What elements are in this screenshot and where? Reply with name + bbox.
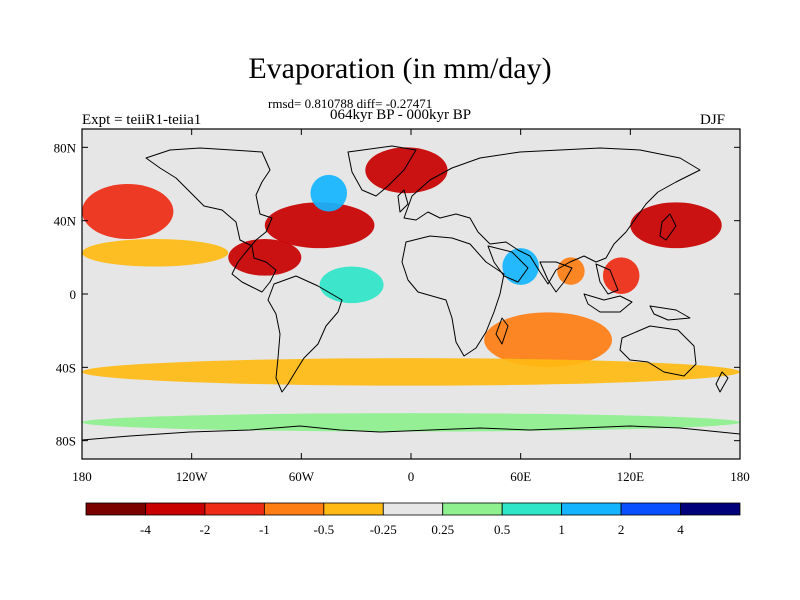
colorbar-swatch	[501, 502, 563, 516]
coastline-southeast-asia	[595, 263, 619, 295]
field-region-labrador-sea	[310, 174, 348, 212]
colorbar-swatch	[85, 502, 146, 516]
colorbar-swatch	[442, 502, 503, 516]
coastline-antarctica	[82, 425, 740, 441]
coastline-uk	[397, 189, 409, 213]
field-region-arabian-sea	[502, 248, 539, 285]
coastline-north-america	[145, 147, 277, 293]
coastline-europe-asia	[403, 147, 701, 285]
field-region-north-atlantic-gulf-stream	[264, 202, 375, 249]
coastlines	[82, 145, 740, 441]
coastline-africa	[401, 235, 505, 357]
coastline-new-zealand	[715, 371, 729, 393]
x-axis: 180 120W 60W 0 60E 120E 180	[72, 129, 750, 484]
y-axis: 80N 40N 0 40S 80S	[54, 140, 740, 449]
colorbar-swatch	[323, 502, 384, 516]
colorbar: -4 -2 -1 -0.5 -0.25 0.25 0.5 1 2 4	[85, 502, 741, 537]
x-tick-label: 120E	[617, 469, 645, 484]
y-tick-label: 0	[70, 287, 77, 302]
period-line: 064kyr BP - 000kyr BP	[330, 107, 472, 123]
colorbar-label: -2	[199, 522, 210, 537]
colorbar-swatch	[680, 502, 741, 516]
colorbar-swatch	[382, 502, 444, 516]
coastline-australia	[619, 325, 697, 377]
coastline-greenland	[347, 145, 417, 197]
coastline-madagascar	[495, 317, 509, 345]
x-tick-label: 120W	[176, 469, 209, 484]
colorbar-swatch	[145, 502, 206, 516]
colorbar-label: -0.25	[370, 522, 397, 537]
field-region-bay-of-bengal	[557, 257, 585, 285]
y-tick-label: 80S	[56, 434, 76, 449]
colorbar-label: -0.5	[314, 522, 335, 537]
coastline-borneo-sumatra	[583, 293, 633, 313]
anomaly-field	[82, 147, 740, 432]
colorbar-label: 0.5	[494, 522, 510, 537]
coastline-arabia	[487, 245, 529, 283]
x-tick-label: 60W	[289, 469, 315, 484]
coastline-indian-subcontinent	[539, 261, 573, 293]
field-region-southern-ocean-band	[82, 358, 740, 386]
colorbar-swatch	[204, 502, 265, 516]
colorbar-label: -4	[140, 522, 151, 537]
field-region-greenland-nordic-seas	[365, 147, 448, 194]
map-title: Evaporation (in mm/day)	[248, 52, 552, 85]
colorbar-label: 0.25	[431, 522, 454, 537]
x-tick-label: 0	[408, 469, 415, 484]
x-tick-label: 180	[730, 469, 750, 484]
colorbar-swatch	[263, 502, 325, 516]
season-label: DJF	[700, 112, 726, 128]
colorbar-label: 1	[558, 522, 565, 537]
y-tick-label: 40N	[54, 214, 77, 229]
colorbar-swatch	[620, 502, 681, 516]
coastline-south-america	[267, 275, 343, 393]
colorbar-label: 2	[618, 522, 625, 537]
colorbar-label: -1	[259, 522, 270, 537]
field-region-north-pacific-east	[82, 184, 174, 239]
x-tick-label: 60E	[510, 469, 531, 484]
stats-line: rmsd= 0.810788 diff= -0.27471	[268, 96, 433, 111]
experiment-label: Expt = teiiR1-teiia1	[82, 112, 202, 128]
colorbar-label: 4	[677, 522, 684, 537]
field-region-south-china-sea	[602, 257, 640, 294]
field-region-north-pacific-band	[82, 239, 229, 267]
field-region-tropical-atlantic	[319, 266, 384, 304]
coastline-japan	[659, 213, 677, 241]
y-tick-label: 80N	[54, 140, 77, 155]
coastline-new-guinea	[649, 305, 691, 321]
y-tick-label: 40S	[56, 360, 76, 375]
field-region-gulf-of-mexico-caribbean	[228, 239, 302, 276]
map-plot-area	[82, 129, 740, 459]
field-region-south-indian-ocean	[484, 312, 613, 368]
x-tick-label: 180	[72, 469, 92, 484]
colorbar-swatch	[561, 502, 622, 516]
field-region-antarctic-coast	[82, 413, 740, 432]
